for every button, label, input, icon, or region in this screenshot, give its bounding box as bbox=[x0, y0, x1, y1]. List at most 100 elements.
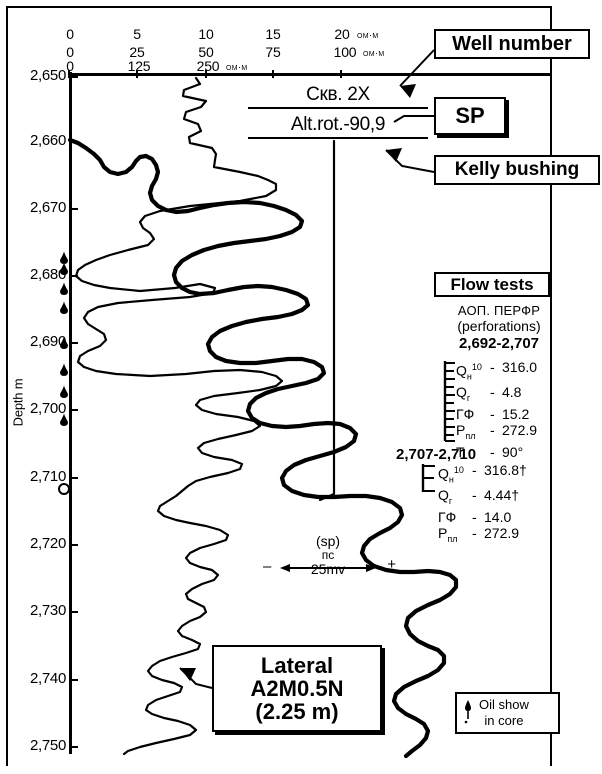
resistivity-scale-row-2: 0 25 50 75 100 ом·м bbox=[0, 44, 602, 61]
flow-test-row: Pпл - 272.9 bbox=[438, 525, 527, 547]
scale-tick-label: 0 bbox=[66, 44, 74, 60]
top-axis-tick bbox=[340, 70, 342, 78]
depth-label: 2,710 bbox=[29, 468, 66, 485]
perforation-label: (perforations) bbox=[457, 318, 541, 334]
depth-label: 2,730 bbox=[29, 602, 66, 619]
top-axis-tick bbox=[205, 70, 207, 78]
scale-tick-label: 5 bbox=[133, 26, 141, 42]
flow-test-key: T bbox=[456, 444, 465, 461]
flow-test-value: 4.8 bbox=[502, 384, 522, 401]
depth-tick bbox=[69, 746, 78, 748]
resistivity-scale-row-3: 0 125 250 ом·м bbox=[0, 58, 602, 75]
scale-tick-label: 15 bbox=[265, 26, 281, 42]
flow-test-sub: г bbox=[466, 393, 471, 404]
depth-tick bbox=[69, 76, 78, 78]
flow-test-row: Qн10 - 316.8† bbox=[438, 462, 527, 487]
depth-axis-line bbox=[69, 72, 72, 754]
depth-label: 2,700 bbox=[29, 400, 66, 417]
scale-unit-label: ом·м bbox=[226, 62, 248, 73]
flow-test-value: 4.44† bbox=[484, 487, 520, 504]
flow-test-row: Qг - 4.44† bbox=[438, 487, 527, 509]
perforation-interval-1: 2,692-2,707 bbox=[458, 335, 540, 352]
depth-tick bbox=[69, 477, 78, 479]
callout-kelly-bushing[interactable]: Kelly bushing bbox=[434, 155, 600, 185]
scale-unit-label: ом·м bbox=[363, 48, 385, 59]
sp-scale-subtitle: пс bbox=[321, 548, 335, 562]
perforation-interval-2: 2,707-2,710 bbox=[396, 446, 477, 463]
flow-test-key: Q bbox=[438, 465, 449, 482]
depth-tick bbox=[69, 208, 78, 210]
flow-test-value: 272.9 bbox=[502, 422, 538, 439]
depth-tick bbox=[69, 275, 78, 277]
depth-axis-title: Depth m bbox=[10, 378, 26, 427]
flow-test-key: Q bbox=[456, 362, 467, 379]
lateral-line-2: A2M0.5N bbox=[250, 675, 344, 701]
flow-test-key: P bbox=[456, 422, 466, 439]
top-axis-tick bbox=[136, 70, 138, 78]
flow-test-key: Q bbox=[438, 487, 449, 504]
resistivity-scale-row-1: 0 5 10 15 20 ом·м bbox=[0, 26, 602, 43]
depth-tick bbox=[69, 409, 78, 411]
flow-test-row: ГФ - 15.2 bbox=[456, 406, 537, 422]
lateral-line-3: (2.25 m) bbox=[255, 699, 339, 725]
depth-label: 2,750 bbox=[29, 737, 66, 754]
flow-test-value: 316.0 bbox=[502, 359, 538, 375]
flow-test-sub: н bbox=[466, 371, 472, 382]
flow-test-value: 15.2 bbox=[502, 406, 530, 423]
depth-label: 2,720 bbox=[29, 535, 66, 552]
flow-test-dash: - bbox=[490, 422, 495, 439]
flow-test-dash: - bbox=[490, 406, 495, 423]
lateral-line-1: Lateral bbox=[260, 652, 334, 678]
flow-test-row: T - 90° bbox=[456, 444, 537, 460]
depth-label: 2,670 bbox=[29, 199, 66, 216]
sp-scale-title: (sp) bbox=[315, 533, 341, 549]
scale-tick-label: 100 bbox=[333, 44, 357, 60]
flow-test-sub: пл bbox=[465, 431, 476, 442]
flow-test-dash: - bbox=[472, 487, 477, 504]
scale-tick-label: 0 bbox=[66, 26, 74, 42]
flow-test-sub: г bbox=[448, 496, 453, 507]
depth-tick bbox=[69, 141, 78, 143]
flow-test-dash: - bbox=[490, 444, 495, 461]
depth-label: 2,680 bbox=[29, 266, 66, 283]
flow-test-row: ГФ - 14.0 bbox=[438, 509, 527, 525]
sp-scale-arrow-icon bbox=[280, 564, 376, 572]
flow-test-dash: - bbox=[472, 525, 477, 542]
callout-flow-tests[interactable]: Flow tests bbox=[434, 272, 550, 297]
sp-scale-minus-sign: – bbox=[263, 558, 272, 575]
callout-lateral[interactable]: Lateral A2M0.5N (2.25 m) bbox=[212, 645, 382, 732]
flow-test-key: ГФ bbox=[438, 509, 457, 526]
flow-test-set-1: Qн10 - 316.0 Qг - 4.8 ГФ - 15.2 Pпл - bbox=[443, 359, 538, 460]
depth-label: 2,660 bbox=[29, 132, 66, 149]
scale-tick-label: 10 bbox=[198, 26, 214, 42]
flow-test-value: 90° bbox=[502, 444, 524, 461]
flow-test-value: 316.8† bbox=[484, 462, 527, 478]
flow-test-sup: 10 bbox=[471, 362, 482, 372]
scale-unit-label: ом·м bbox=[357, 30, 379, 41]
depth-label: 2,690 bbox=[29, 333, 66, 350]
altitude-label: Alt.rot.-90,9 bbox=[248, 114, 428, 139]
flow-test-row: Qг - 4.8 bbox=[456, 384, 537, 406]
scale-tick-label: 50 bbox=[198, 44, 214, 60]
flow-test-row: Pпл - 272.9 bbox=[456, 422, 537, 444]
flow-test-dash: - bbox=[490, 384, 495, 401]
depth-tick bbox=[69, 611, 78, 613]
flow-test-set-2: Qн10 - 316.8† Qг - 4.44† ГФ - 14.0 Pпл - bbox=[421, 462, 527, 547]
sp-scale-legend: (sp) пс 25mv – + bbox=[263, 533, 396, 577]
callout-sp[interactable]: SP bbox=[434, 97, 506, 135]
legend-line-1: Oil show bbox=[479, 696, 529, 712]
perforation-aop-label: АОП. ПЕРФР bbox=[457, 303, 541, 318]
scale-tick-label: 25 bbox=[129, 44, 145, 60]
flow-test-sup: 10 bbox=[453, 465, 464, 475]
legend-oil-show: Oil show in core bbox=[455, 692, 560, 734]
flow-tests-panel: АОП. ПЕРФР (perforations) 2,692-2,707 Qн… bbox=[396, 303, 594, 544]
top-axis bbox=[69, 73, 551, 76]
well-id-label: Скв. 2X bbox=[248, 84, 428, 109]
scale-tick-label: 20 bbox=[334, 26, 350, 42]
depth-tick bbox=[69, 544, 78, 546]
oil-drop-icon bbox=[464, 700, 471, 724]
scale-tick-label: 0 bbox=[66, 58, 74, 74]
flow-test-value: 272.9 bbox=[484, 525, 520, 542]
callout-well-number[interactable]: Well number bbox=[434, 29, 590, 59]
